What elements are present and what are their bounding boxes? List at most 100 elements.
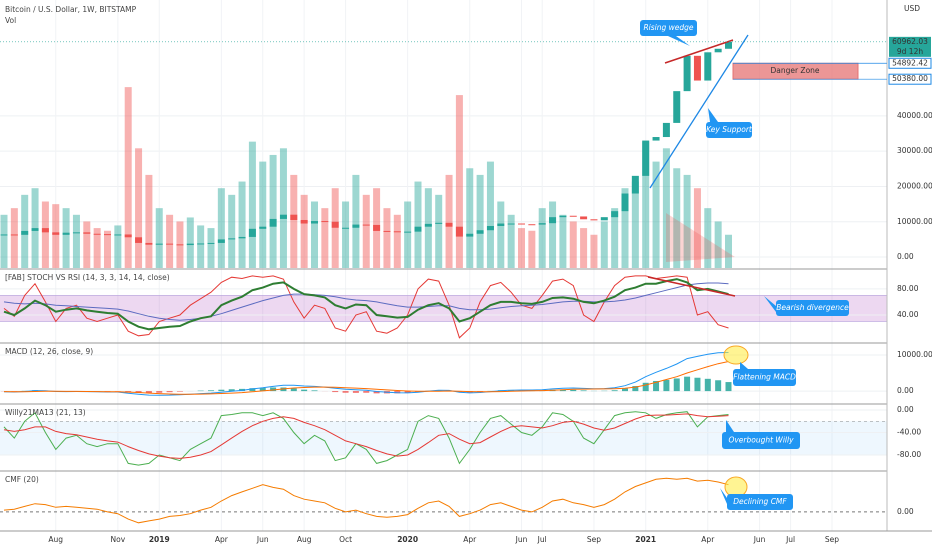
histogram-bar xyxy=(704,378,711,392)
callout xyxy=(722,432,800,449)
histogram-bar xyxy=(632,386,639,392)
candle xyxy=(207,242,215,244)
panel-title: Willy21MA13 (21, 13) xyxy=(5,408,86,417)
candle xyxy=(476,230,484,234)
volume-bar xyxy=(486,161,494,268)
panel-title: Bitcoin / U.S. Dollar, 1W, BITSTAMP xyxy=(5,5,137,14)
candle xyxy=(124,234,132,238)
candle xyxy=(445,222,453,227)
volume-bar xyxy=(476,174,484,268)
candle xyxy=(393,231,401,233)
volume-bar xyxy=(393,214,401,268)
volume-bar xyxy=(424,188,432,268)
series-line xyxy=(3,411,729,466)
candle xyxy=(559,215,567,218)
volume-bar xyxy=(580,228,588,268)
panel-title: [FAB] STOCH VS RSI (14, 3, 3, 14, 14, cl… xyxy=(5,273,170,282)
volume-bar xyxy=(145,174,153,268)
resistance-line xyxy=(664,39,734,64)
volume-bar xyxy=(124,87,132,269)
volume-bar xyxy=(155,208,163,268)
candle xyxy=(414,226,422,232)
volume-bar xyxy=(207,228,215,268)
candle xyxy=(590,219,598,221)
callout-text: Flattening MACD xyxy=(733,373,796,382)
volume-bar xyxy=(269,154,277,268)
candle xyxy=(725,41,732,49)
candle xyxy=(373,224,381,231)
x-tick-label: Apr xyxy=(701,535,715,544)
candle xyxy=(0,234,8,236)
candle xyxy=(528,224,536,226)
candle xyxy=(600,217,608,221)
x-tick-label: Aug xyxy=(297,535,312,544)
volume-bar xyxy=(248,141,256,268)
x-tick-label: 2020 xyxy=(397,535,418,544)
candle xyxy=(321,221,329,223)
histogram-bar xyxy=(363,391,370,393)
histogram-bar xyxy=(208,390,214,392)
histogram-bar xyxy=(290,388,297,392)
volume-bar xyxy=(52,204,60,268)
countdown: 9d 12h xyxy=(897,47,923,56)
callout-text: Overbought Willy xyxy=(728,436,794,445)
volume-bar xyxy=(290,174,298,268)
candle xyxy=(135,237,143,243)
histogram-bar xyxy=(342,391,349,393)
candle xyxy=(714,48,722,53)
x-tick-label: Jul xyxy=(537,535,547,544)
candle xyxy=(311,221,318,224)
histogram-bar xyxy=(673,378,680,392)
volume-bar xyxy=(538,208,546,268)
volume-bar xyxy=(31,188,39,268)
y-tick-label: 0.00 xyxy=(897,252,914,261)
candle xyxy=(176,244,184,246)
volume-bar xyxy=(93,228,101,268)
x-tick-label: Oct xyxy=(339,535,352,544)
candle xyxy=(518,223,525,225)
histogram-bar xyxy=(311,390,318,392)
volume-bar xyxy=(549,201,557,268)
volume-bar xyxy=(72,214,80,268)
volume-bar xyxy=(590,234,598,268)
candle xyxy=(259,226,267,229)
candle xyxy=(145,242,153,245)
candle xyxy=(166,243,174,245)
x-tick-label: Aug xyxy=(48,535,63,544)
volume-bar xyxy=(104,230,111,268)
volume-bar xyxy=(10,208,18,268)
histogram-bar xyxy=(611,390,618,392)
histogram-bar xyxy=(684,376,691,392)
volume-bar xyxy=(435,194,443,268)
candle xyxy=(435,222,443,224)
support-line xyxy=(649,34,749,189)
volume-bar xyxy=(518,228,525,268)
candle xyxy=(197,243,205,245)
candle xyxy=(631,175,639,194)
candle xyxy=(248,228,256,237)
volume-wedge xyxy=(666,213,735,262)
callout-pointer xyxy=(708,108,718,122)
candle xyxy=(455,226,463,237)
series-line xyxy=(3,275,729,339)
histogram-bar xyxy=(715,380,722,392)
volume-bar xyxy=(166,214,174,268)
callout-text: Key Support xyxy=(706,125,753,134)
volume-bar xyxy=(259,161,267,268)
level-label: 50380.00 xyxy=(892,74,928,83)
panel-title: MACD (12, 26, close, 9) xyxy=(5,347,93,356)
volume-bar xyxy=(466,168,474,268)
histogram-bar xyxy=(176,391,183,392)
candle xyxy=(342,227,350,229)
histogram-bar xyxy=(694,377,701,392)
volume-bar xyxy=(83,221,91,268)
volume-bar xyxy=(631,181,639,268)
band xyxy=(0,295,887,322)
y-tick-label: 0.00 xyxy=(897,386,914,395)
histogram-bar xyxy=(653,380,660,392)
histogram-bar xyxy=(270,387,277,392)
level-badge xyxy=(888,57,932,69)
volume-bar xyxy=(321,208,329,268)
candle xyxy=(72,232,80,234)
x-tick-label: Apr xyxy=(463,535,477,544)
